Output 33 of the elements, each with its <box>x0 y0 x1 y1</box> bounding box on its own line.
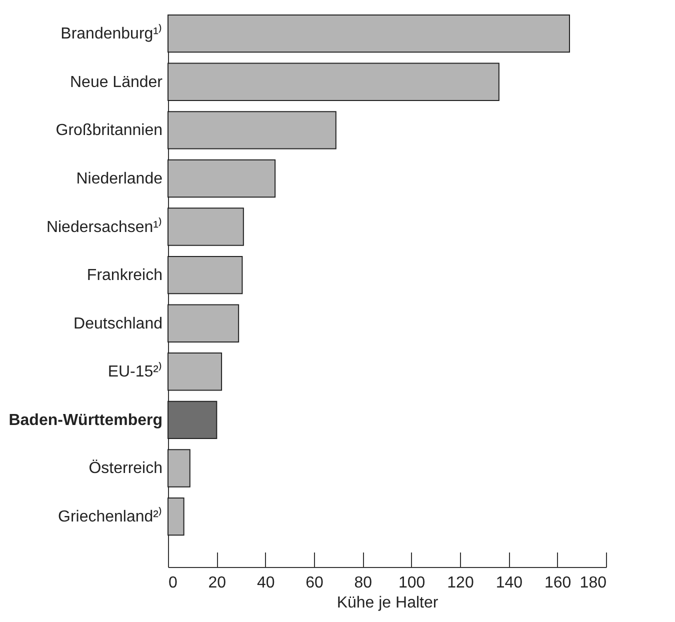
y-tick-label: Großbritannien <box>56 122 162 140</box>
y-tick-label: Österreich <box>88 459 162 478</box>
y-tick-label: Brandenburg¹⁾ <box>60 24 162 43</box>
bar <box>168 449 190 488</box>
bar <box>168 159 276 198</box>
x-tick-label: 20 <box>208 574 226 592</box>
bar <box>168 256 243 294</box>
y-tick-label: Baden-Württemberg <box>8 412 162 429</box>
y-tick-label: Griechenland²⁾ <box>58 506 162 526</box>
bar <box>168 304 240 342</box>
x-tick-label: 0 <box>168 574 178 592</box>
bar <box>168 497 184 536</box>
bar <box>168 352 222 391</box>
y-tick-label: Niederlande <box>76 170 163 188</box>
x-tick-label: 140 <box>496 574 523 592</box>
bar <box>168 14 570 53</box>
y-tick-label: Neue Länder <box>70 74 164 91</box>
bar <box>168 400 218 440</box>
x-tick-label: 60 <box>306 574 324 592</box>
x-tick-label: 180 <box>580 574 607 592</box>
x-tick-label: 100 <box>398 574 426 592</box>
bar <box>168 111 336 150</box>
y-tick-label: EU-15²⁾ <box>108 362 162 381</box>
bar <box>168 208 244 246</box>
y-tick-label: Frankreich <box>86 267 162 284</box>
y-tick-label: Niedersachsen¹⁾ <box>46 216 162 236</box>
x-tick-label: 40 <box>256 574 275 592</box>
x-tick-label: 80 <box>354 574 372 592</box>
x-tick-label: 160 <box>544 574 572 592</box>
bar <box>168 62 500 101</box>
y-tick-label: Deutschland <box>74 315 162 332</box>
x-axis-title: Kühe je Halter <box>336 594 439 612</box>
x-tick-label: 120 <box>447 574 474 592</box>
